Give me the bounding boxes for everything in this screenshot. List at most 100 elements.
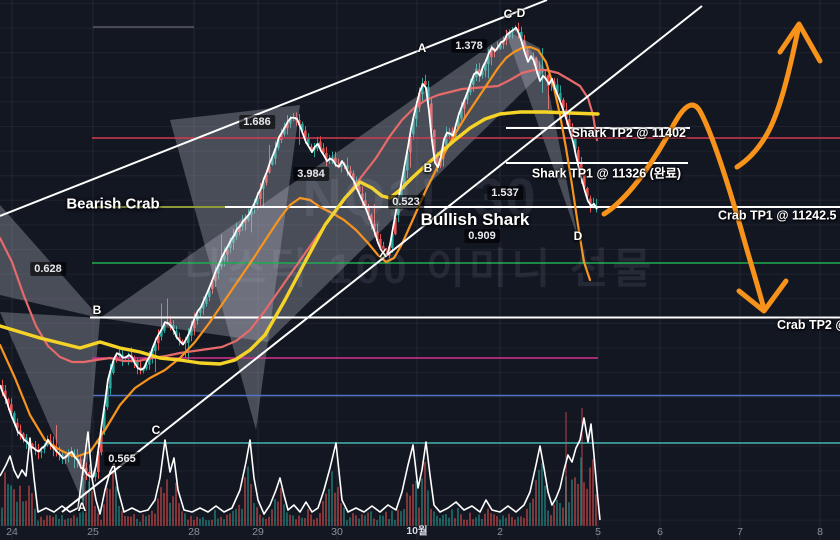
- volume-bar: [265, 518, 267, 526]
- volume-bar: [229, 513, 231, 526]
- candle-body: [34, 447, 37, 449]
- candle-body: [178, 337, 181, 341]
- volume-bar: [436, 515, 438, 526]
- volume-bar: [163, 492, 165, 526]
- pattern-point-label[interactable]: D: [516, 6, 526, 20]
- candle-body: [265, 174, 268, 183]
- take-profit-label[interactable]: Crab TP2 @ 1: [777, 318, 840, 332]
- candle-body: [271, 157, 274, 165]
- take-profit-label[interactable]: Shark TP1 @ 11326 (완료): [531, 166, 681, 181]
- candle-body: [259, 190, 262, 199]
- pattern-point-label[interactable]: A: [77, 500, 87, 514]
- pattern-point-label[interactable]: D: [573, 229, 583, 243]
- candle-body: [145, 364, 148, 369]
- candle-body: [181, 341, 184, 344]
- take-profit-label[interactable]: Crab TP1 @ 11242.5 (완료: [718, 208, 840, 223]
- volume-bar: [91, 491, 93, 526]
- volume-bar: [373, 518, 375, 526]
- fib-ratio-label[interactable]: 1.686: [239, 115, 275, 129]
- volume-bar: [76, 517, 78, 526]
- pattern-point-label[interactable]: B: [92, 303, 102, 317]
- candle-body: [472, 76, 475, 85]
- volume-bar: [271, 509, 273, 526]
- volume-bar: [19, 485, 21, 526]
- volume-bar: [331, 471, 333, 526]
- pattern-point-label[interactable]: X: [378, 246, 388, 260]
- candle-body: [334, 157, 337, 163]
- candle-body: [223, 255, 226, 261]
- volume-bar: [481, 518, 483, 526]
- volume-bar: [352, 513, 354, 526]
- candle-body: [79, 459, 82, 466]
- pattern-point-label[interactable]: A: [417, 41, 427, 55]
- volume-bar: [289, 514, 291, 526]
- volume-bar: [505, 517, 507, 526]
- volume-bar: [517, 516, 519, 526]
- candle-body: [523, 40, 526, 52]
- volume-bar: [346, 520, 348, 526]
- fib-ratio-label[interactable]: 0.628: [30, 262, 66, 276]
- fib-ratio-label[interactable]: 1.537: [487, 186, 523, 200]
- volume-bar: [100, 519, 102, 526]
- candle-body: [25, 437, 28, 442]
- pattern-name-label[interactable]: Bullish Shark: [420, 210, 530, 229]
- candle-body: [427, 86, 430, 102]
- volume-bar: [184, 513, 186, 526]
- candle-body: [364, 200, 367, 207]
- fib-ratio-label[interactable]: 3.984: [293, 167, 329, 181]
- candle-body: [151, 349, 154, 358]
- volume-bar: [523, 517, 525, 526]
- candle-body: [1, 385, 4, 391]
- volume-bar: [520, 516, 522, 526]
- time-axis-label: 7: [737, 526, 743, 538]
- fib-ratio-label[interactable]: 0.523: [388, 195, 424, 209]
- volume-bar: [403, 509, 405, 526]
- pattern-point-label[interactable]: C: [503, 7, 513, 21]
- projection-wave-arrow[interactable]: [601, 102, 767, 312]
- candle-body: [229, 240, 232, 249]
- fib-ratio-label[interactable]: 0.565: [104, 452, 140, 466]
- volume-line: [0, 417, 601, 521]
- volume-bar: [316, 518, 318, 526]
- candle-body: [160, 330, 163, 337]
- pattern-point-label[interactable]: C: [151, 423, 161, 437]
- projection-rise-arrow[interactable]: [734, 27, 801, 170]
- projection-wave-arrowhead[interactable]: [736, 278, 789, 314]
- candle-body: [391, 233, 394, 248]
- volume-bar: [571, 479, 573, 526]
- candle-body: [319, 141, 322, 150]
- candle-body: [352, 173, 355, 180]
- candle-body: [244, 219, 247, 223]
- volume-bar: [64, 519, 66, 526]
- volume-bar: [256, 507, 258, 526]
- candle-body: [526, 50, 529, 58]
- projection-rise-arrowhead[interactable]: [777, 21, 823, 64]
- candle-body: [241, 221, 244, 227]
- trend-line: [61, 5, 703, 513]
- candle-body: [304, 130, 307, 140]
- candle-body: [316, 143, 319, 149]
- candle-body: [421, 83, 424, 94]
- volume-bar: [400, 511, 402, 526]
- candle-body: [277, 139, 280, 148]
- candle-body: [502, 42, 505, 45]
- fib-ratio-label[interactable]: 1.378: [451, 39, 487, 53]
- volume-bar: [460, 514, 462, 526]
- candle-body: [325, 152, 328, 159]
- time-axis-label: 30: [331, 526, 343, 538]
- fib-ratio-label[interactable]: 0.909: [464, 229, 500, 243]
- volume-bar: [361, 514, 363, 526]
- volume-bar: [136, 518, 138, 526]
- take-profit-label[interactable]: Shark TP2 @ 11402: [571, 126, 686, 140]
- candle-body: [460, 107, 463, 119]
- volume-bar: [319, 513, 321, 526]
- harmonic-pattern-fill: [170, 105, 300, 430]
- volume-bar: [388, 518, 390, 526]
- volume-bar: [469, 512, 471, 526]
- volume-bar: [406, 492, 408, 526]
- pattern-name-label[interactable]: Bearish Crab: [66, 195, 160, 213]
- pattern-point-label[interactable]: B: [423, 161, 433, 175]
- volume-bar: [547, 510, 549, 526]
- volume-bar: [553, 504, 555, 526]
